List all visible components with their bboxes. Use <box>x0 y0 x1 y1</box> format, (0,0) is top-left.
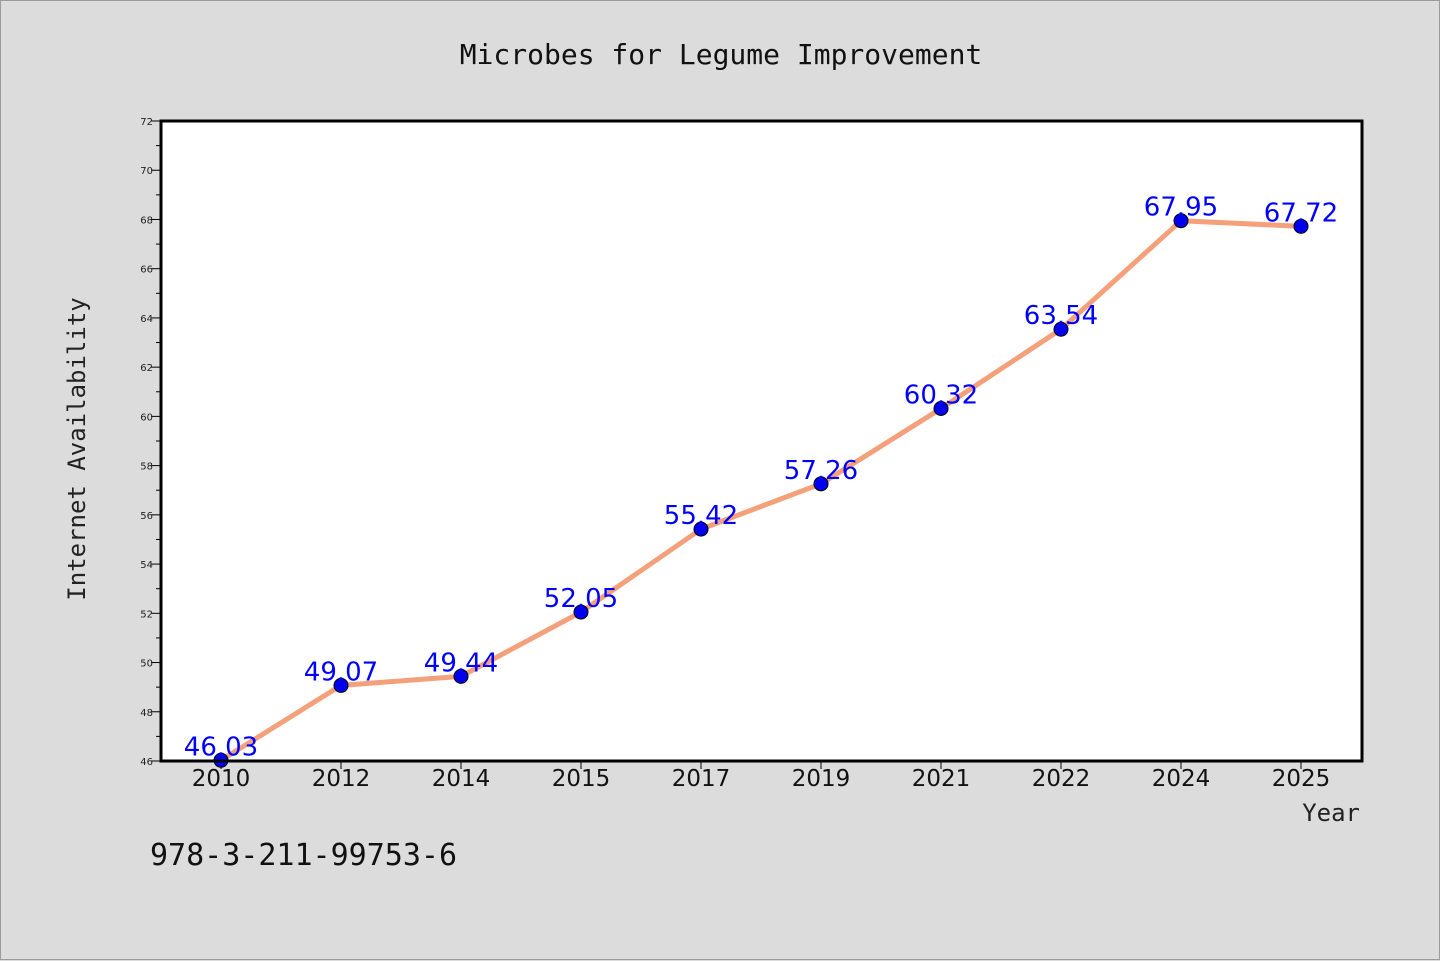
y-tick-label: 62 <box>140 363 153 374</box>
x-tick-label: 2021 <box>912 766 971 792</box>
plot-border <box>159 119 1364 763</box>
data-label: 63.54 <box>1024 301 1098 331</box>
y-tick-label: 68 <box>140 215 153 226</box>
chart-title: Microbes for Legume Improvement <box>460 38 983 71</box>
y-tick-label: 56 <box>140 511 153 522</box>
data-point <box>693 521 709 537</box>
y-tick-label: 54 <box>140 560 153 571</box>
x-axis-title: Year <box>1302 799 1360 827</box>
x-tick-label: 2022 <box>1032 766 1091 792</box>
x-tick-label: 2012 <box>312 766 371 792</box>
data-point <box>1293 218 1309 234</box>
data-label: 57.26 <box>784 456 858 486</box>
x-tick-label: 2015 <box>552 766 611 792</box>
y-tick-label: 48 <box>140 708 153 719</box>
plot-area <box>161 121 1362 761</box>
y-tick-label: 64 <box>140 314 153 325</box>
data-label: 49.07 <box>304 657 378 687</box>
x-tick-label: 2014 <box>432 766 491 792</box>
data-point <box>1173 213 1189 229</box>
data-point <box>933 401 949 417</box>
data-point <box>573 604 589 620</box>
y-tick-label: 50 <box>140 659 153 670</box>
y-tick-label: 60 <box>140 412 153 423</box>
data-label: 55.42 <box>664 501 738 531</box>
data-label: 52.05 <box>544 584 618 614</box>
x-tick-label: 2024 <box>1152 766 1211 792</box>
y-tick-label: 70 <box>140 166 153 177</box>
series-layer <box>213 213 1309 768</box>
data-label: 67.95 <box>1144 193 1218 223</box>
y-axis-title: Internet Availability <box>63 297 91 600</box>
data-label: 49.44 <box>424 648 498 678</box>
x-tick-label: 2019 <box>792 766 851 792</box>
x-tick-label: 2010 <box>192 766 251 792</box>
x-tick-label: 2025 <box>1272 766 1331 792</box>
data-point <box>1053 321 1069 337</box>
y-axis-ticks: 46 48 50 52 54 56 58 60 62 64 66 68 70 72 <box>140 117 161 768</box>
x-axis-ticks: 2010 2012 2014 2015 2017 2019 2021 2022 2024 2025 <box>192 761 1331 792</box>
y-tick-label: 66 <box>140 265 153 276</box>
data-label: 60.32 <box>904 381 978 411</box>
y-tick-label: 58 <box>140 462 153 473</box>
y-tick-label: 52 <box>140 609 153 620</box>
data-label: 46.03 <box>184 732 258 762</box>
data-label: 67.72 <box>1264 198 1338 228</box>
y-tick-label: 72 <box>140 117 153 128</box>
data-point <box>813 476 829 492</box>
y-tick-label: 46 <box>140 757 153 768</box>
series-line <box>219 218 1302 763</box>
x-tick-label: 2017 <box>672 766 731 792</box>
data-point <box>333 677 349 693</box>
data-point <box>453 668 469 684</box>
data-labels: 46.03 49.07 49.44 52.05 55.42 57.26 60.32 63.54… <box>184 193 1338 763</box>
isbn-footer: 978-3-211-99753-6 <box>150 838 457 873</box>
